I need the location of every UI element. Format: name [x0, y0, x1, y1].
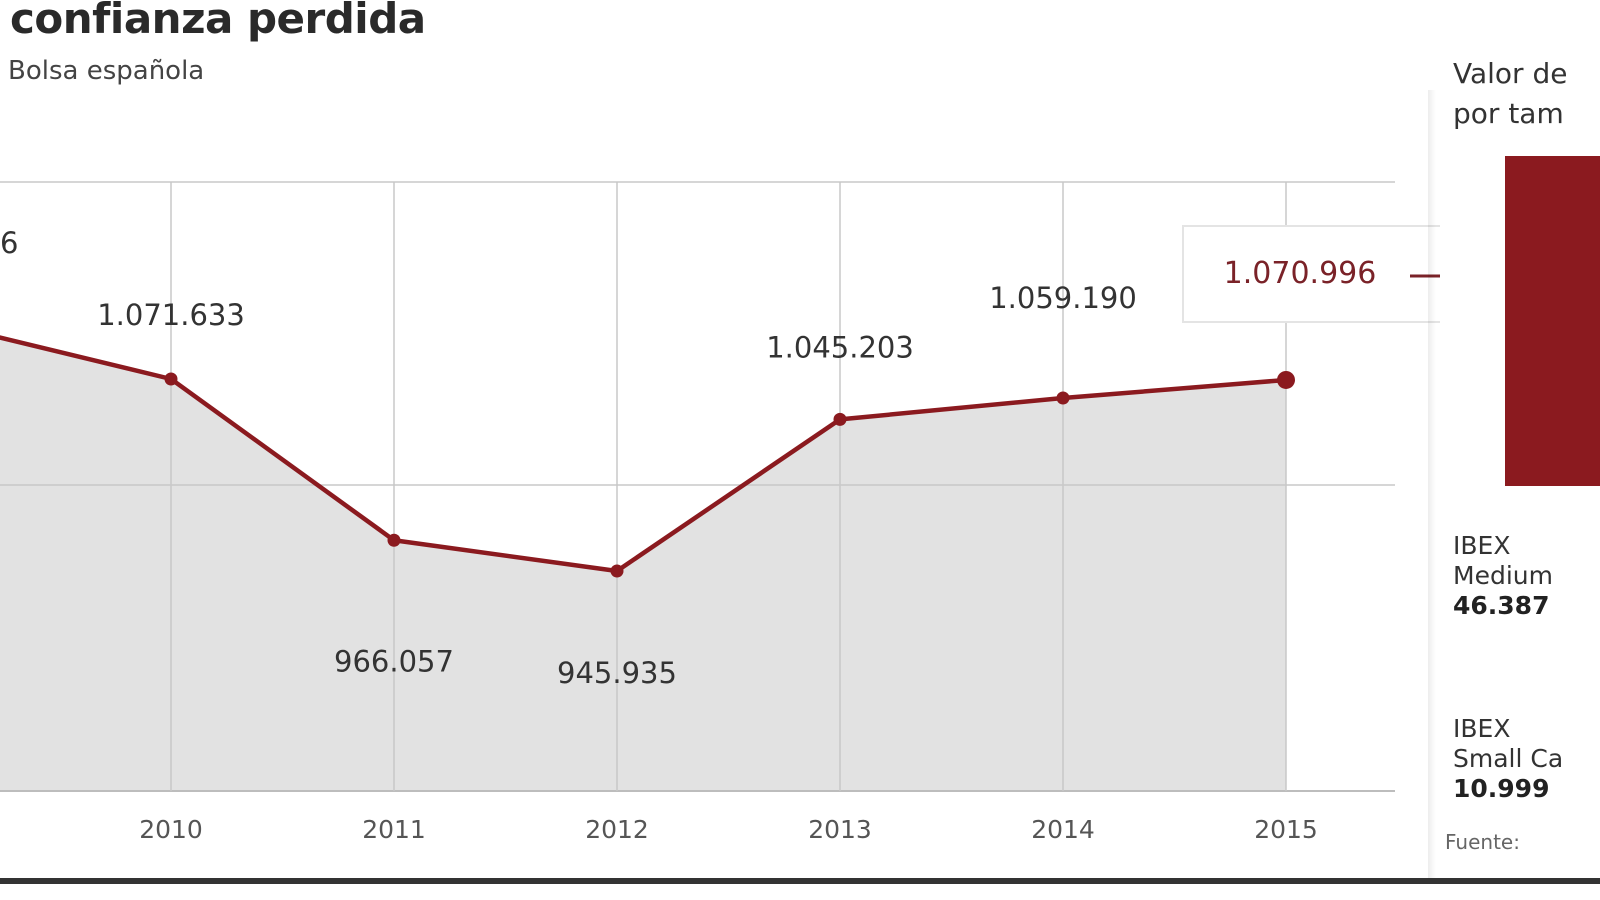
callout-label: 1.070.996	[1224, 256, 1377, 291]
chart-title: confianza perdida	[10, 0, 426, 43]
segment-ibex-small-cap: IBEX Small Ca 10.999	[1453, 714, 1563, 804]
data-label: 6	[0, 226, 18, 260]
data-label: 1.059.190	[989, 281, 1137, 315]
side-panel-title: Valor de por tam	[1453, 54, 1567, 134]
stacked-value-bar	[1505, 156, 1600, 486]
line-area-chart: 6 1.071.633 966.057 945.935 1.045.203 1.059.1…	[0, 181, 1440, 844]
x-tick-label: 2015	[1254, 815, 1318, 844]
segment-value: 10.999	[1453, 774, 1550, 803]
data-point	[387, 533, 401, 547]
x-tick-label: 2013	[808, 815, 872, 844]
side-panel-title-line2: por tam	[1453, 97, 1564, 130]
x-tick-label: 2012	[585, 815, 649, 844]
data-point	[610, 564, 624, 578]
segment-line1: IBEX	[1453, 531, 1511, 560]
source-note: Fuente:	[1445, 830, 1520, 854]
data-label: 1.045.203	[766, 330, 914, 364]
callout-box	[1182, 225, 1440, 323]
data-label: 966.057	[334, 644, 454, 678]
panel-divider	[1428, 90, 1436, 880]
chart-subtitle: Bolsa española	[8, 56, 205, 86]
segment-line2: Medium	[1453, 561, 1553, 590]
data-point	[833, 412, 847, 426]
bottom-rule	[0, 878, 1600, 884]
data-point	[1056, 391, 1070, 405]
data-label: 945.935	[557, 656, 677, 690]
x-tick-label: 2011	[362, 815, 426, 844]
area-fill	[0, 337, 1286, 791]
x-tick-label: 2014	[1031, 815, 1095, 844]
data-point	[1277, 370, 1295, 389]
side-panel: Valor de por tam IBEX Medium 46.387 IBEX…	[1453, 0, 1600, 880]
x-tick-label: 2010	[139, 815, 203, 844]
data-label: 1.071.633	[97, 298, 245, 332]
segment-line1: IBEX	[1453, 714, 1511, 743]
highlight-callout: 1.070.996	[1182, 225, 1440, 323]
segment-ibex-medium: IBEX Medium 46.387	[1453, 531, 1553, 621]
segment-value: 46.387	[1453, 591, 1550, 620]
data-point	[164, 372, 178, 386]
segment-line2: Small Ca	[1453, 744, 1564, 773]
side-panel-title-line1: Valor de	[1453, 57, 1568, 90]
